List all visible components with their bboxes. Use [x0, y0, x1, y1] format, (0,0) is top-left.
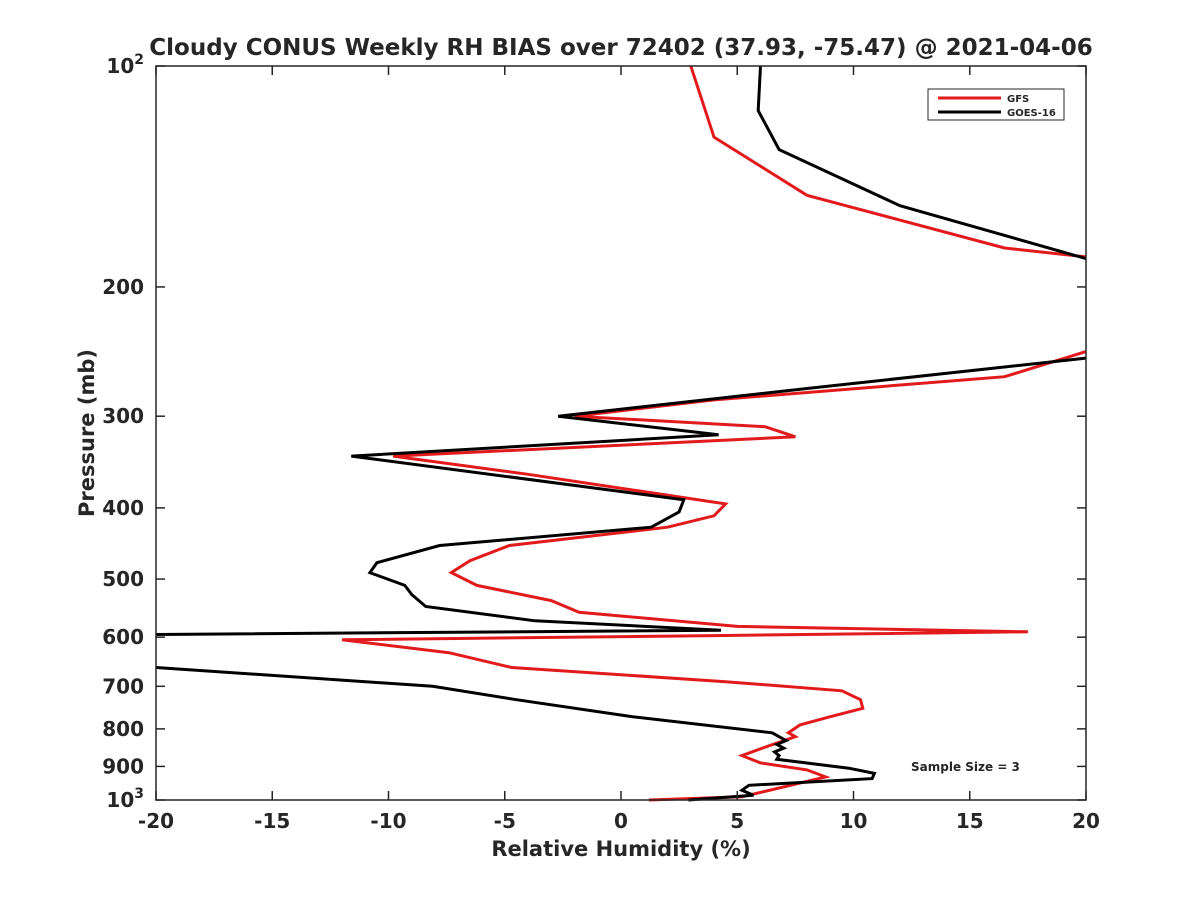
y-tick-label: 500	[102, 567, 144, 591]
y-tick-label: 200	[102, 275, 144, 299]
y-tick-label: 600	[102, 625, 144, 649]
sample-size-annotation: Sample Size = 3	[911, 760, 1020, 774]
y-tick-label: 800	[102, 717, 144, 741]
y-tick-label: 102	[106, 52, 144, 78]
x-tick-label: -15	[254, 809, 290, 833]
x-tick-label: -5	[494, 809, 516, 833]
y-tick-label: 300	[102, 404, 144, 428]
x-tick-label: 15	[956, 809, 984, 833]
x-tick-label: 5	[730, 809, 744, 833]
x-axis-label: Relative Humidity (%)	[491, 837, 750, 861]
x-tick-label: 10	[840, 809, 868, 833]
legend: GFS GOES-16	[927, 88, 1065, 121]
y-tick-label: 700	[102, 674, 144, 698]
y-tick-label: 400	[102, 496, 144, 520]
axis-layer: -20 -15 -10 -5 0 5 10 15 20 102 200 300 400 500 600 700…	[102, 52, 1100, 833]
series-layer	[155, 65, 1087, 802]
series-line-gfs	[341, 65, 1087, 802]
x-tick-label: -20	[138, 809, 174, 833]
y-tick-label: 900	[102, 754, 144, 778]
series-line-goes-16	[155, 65, 1087, 802]
chart-title: Cloudy CONUS Weekly RH BIAS over 72402 (…	[149, 35, 1092, 61]
legend-label-gfs: GFS	[1007, 94, 1029, 105]
x-tick-label: 0	[614, 809, 628, 833]
legend-box	[927, 88, 1065, 121]
x-tick-label: 20	[1072, 809, 1100, 833]
x-tick-label: -10	[370, 809, 406, 833]
plot-frame	[155, 65, 1087, 801]
y-axis-label: Pressure (mb)	[75, 349, 99, 517]
legend-label-goes-16: GOES-16	[1007, 108, 1056, 119]
